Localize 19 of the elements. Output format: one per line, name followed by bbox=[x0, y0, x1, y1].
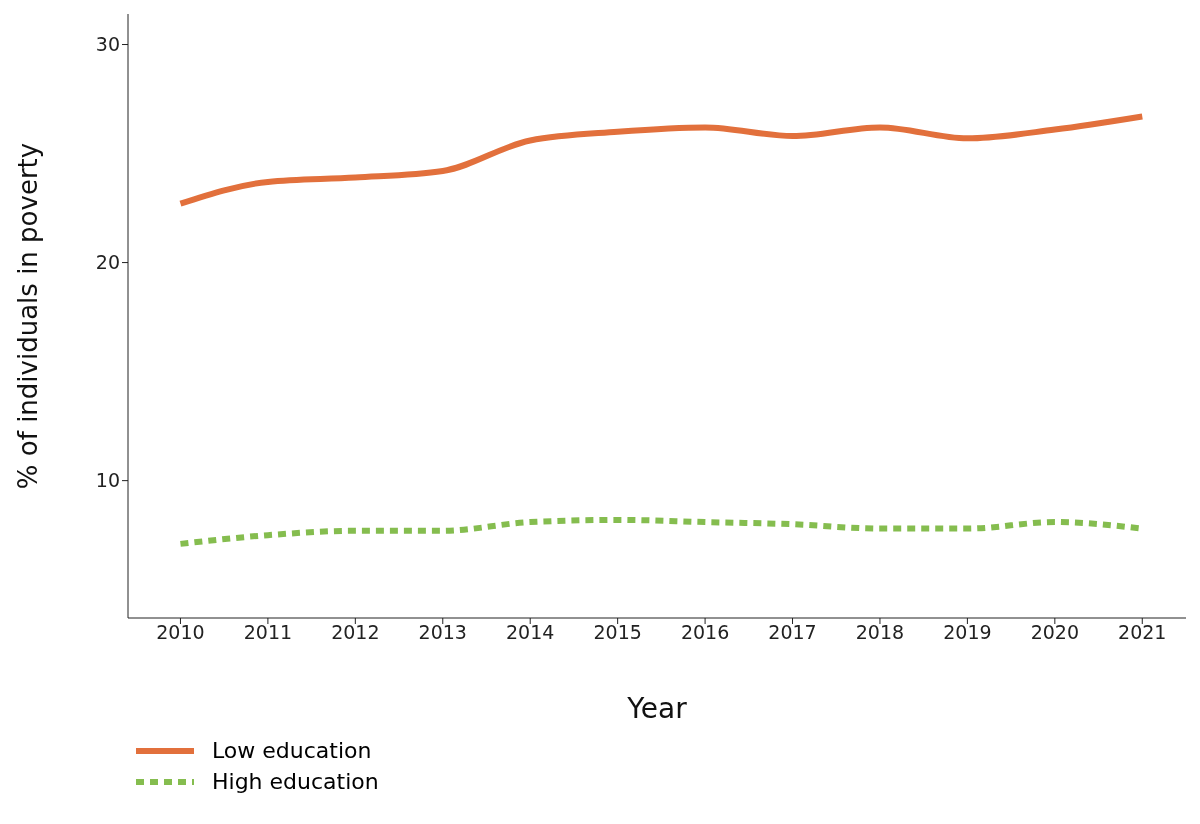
x-tick-label: 2012 bbox=[331, 621, 380, 644]
x-tick-label: 2010 bbox=[156, 621, 205, 644]
x-tick-label: 2011 bbox=[243, 621, 293, 644]
x-tick-label: 2015 bbox=[593, 621, 642, 644]
y-tick-label: 30 bbox=[95, 33, 120, 56]
x-axis-title: Year bbox=[626, 692, 688, 725]
legend-label: Low education bbox=[212, 738, 372, 763]
y-tick-label: 10 bbox=[95, 469, 120, 492]
x-tick-label: 2013 bbox=[418, 621, 467, 644]
legend-label: High education bbox=[212, 769, 379, 794]
x-tick-label: 2020 bbox=[1030, 621, 1080, 644]
x-tick-label: 2018 bbox=[855, 621, 905, 644]
x-tick-label: 2016 bbox=[680, 621, 730, 644]
x-tick-label: 2014 bbox=[506, 621, 555, 644]
x-tick-label: 2019 bbox=[943, 621, 992, 644]
x-tick-label: 2017 bbox=[768, 621, 817, 644]
y-axis-title: % of individuals in poverty bbox=[13, 142, 44, 490]
y-tick-label: 20 bbox=[95, 251, 120, 274]
x-tick-label: 2021 bbox=[1118, 621, 1167, 644]
